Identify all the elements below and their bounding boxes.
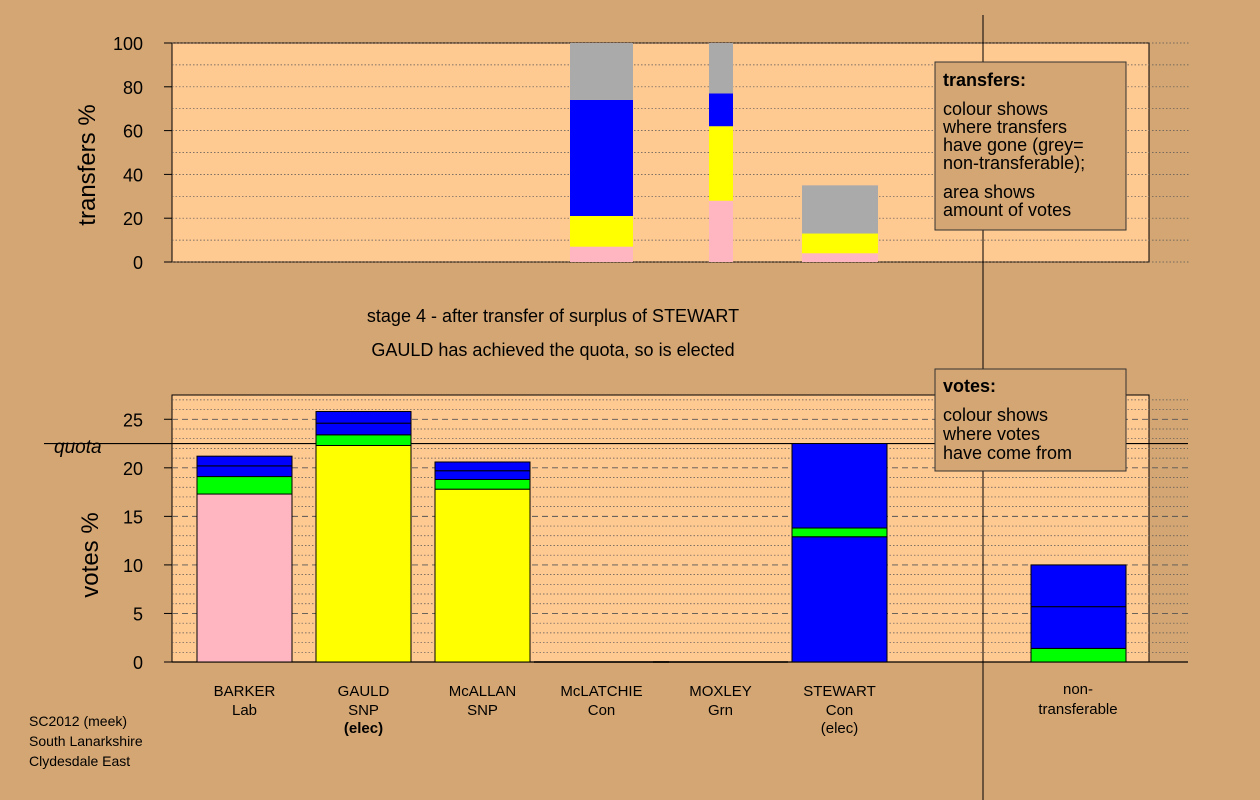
transfer-bar-segment: [709, 200, 733, 262]
transfers-legend-line: where transfers: [942, 117, 1067, 137]
transfer-bar-segment: [570, 99, 633, 217]
quota-label: quota: [54, 437, 102, 458]
votes-bars: [196, 411, 1127, 663]
vote-bar-segment: [196, 476, 293, 495]
transfer-bar-segment: [570, 246, 633, 262]
vote-bar-segment: [196, 493, 293, 663]
transfer-bar-segment: [802, 233, 878, 254]
nontransferable-bar-segment: [1030, 606, 1127, 649]
nontransferable-label: transferable: [1038, 701, 1117, 718]
transfer-bar-segment: [802, 185, 878, 234]
candidate-status: (elec): [821, 720, 859, 737]
vote-bar-segment: [315, 411, 412, 424]
y-tick-label: 10: [123, 556, 143, 576]
candidate-party: Con: [588, 702, 616, 719]
transfers-y-axis-label: transfers %: [74, 104, 101, 225]
candidate-name: STEWART: [803, 683, 876, 700]
transfers-legend-title: transfers:: [943, 70, 1026, 90]
vote-bar-segment: [791, 536, 888, 663]
vote-bar-segment: [434, 470, 531, 480]
vote-bar-segment: [791, 527, 888, 538]
candidate-name: GAULD: [338, 683, 390, 700]
transfer-bar-segment: [802, 253, 878, 262]
votes-legend-box: votes: colour shows where votes have com…: [934, 368, 1127, 472]
y-tick-label: 20: [123, 459, 143, 479]
y-tick-label: 60: [123, 122, 143, 142]
candidate-name: BARKER: [214, 683, 276, 700]
candidate-labels: BARKERLabGAULDSNP(elec)McALLANSNPMcLATCH…: [214, 681, 1118, 737]
y-tick-label: 100: [113, 34, 143, 54]
nontransferable-label: non-: [1063, 681, 1093, 698]
transfer-bar-segment: [709, 93, 733, 127]
transfer-bar-segment: [570, 43, 633, 100]
vote-bar-segment: [196, 455, 293, 467]
footer-line: Clydesdale East: [29, 753, 130, 769]
transfers-legend-box: transfers: colour shows where transfers …: [934, 61, 1127, 231]
y-tick-label: 80: [123, 78, 143, 98]
y-tick-label: 25: [123, 410, 143, 430]
elected-description: GAULD has achieved the quota, so is elec…: [371, 340, 734, 360]
transfers-legend-line: amount of votes: [943, 200, 1071, 220]
candidate-party: Grn: [708, 702, 733, 719]
nontransferable-bar-segment: [1030, 564, 1127, 608]
candidate-name: McLATCHIE: [560, 683, 642, 700]
footer-line: SC2012 (meek): [29, 713, 127, 729]
transfers-legend-line: colour shows: [943, 99, 1048, 119]
candidate-party: Con: [826, 702, 854, 719]
vote-bar-segment: [315, 444, 412, 663]
votes-legend-line: colour shows: [943, 405, 1048, 425]
vote-bar-segment: [791, 443, 888, 529]
candidate-name: MOXLEY: [689, 683, 752, 700]
footer-line: South Lanarkshire: [29, 733, 143, 749]
vote-bar-segment: [434, 461, 531, 472]
y-tick-label: 0: [133, 653, 143, 673]
vote-bar-segment: [196, 465, 293, 478]
transfers-legend-line: have gone (grey=: [943, 135, 1084, 155]
votes-legend-line: where votes: [942, 424, 1040, 444]
transfer-bar-segment: [709, 43, 733, 94]
vote-bar-segment: [315, 434, 412, 446]
y-tick-label: 0: [133, 253, 143, 273]
transfer-bar-segment: [709, 126, 733, 201]
votes-y-axis-label: votes %: [77, 512, 104, 597]
y-tick-label: 15: [123, 507, 143, 527]
transfers-legend-line: area shows: [943, 182, 1035, 202]
candidate-party: SNP: [467, 702, 498, 719]
y-tick-label: 40: [123, 165, 143, 185]
votes-legend-title: votes:: [943, 376, 996, 396]
transfer-bar-segment: [570, 216, 633, 247]
transfers-y-axis: 0 20 40 60 80 100: [113, 34, 172, 273]
stage-description: stage 4 - after transfer of surplus of S…: [367, 306, 739, 326]
candidate-party: Lab: [232, 702, 257, 719]
vote-bar-segment: [434, 478, 531, 490]
candidate-status: (elec): [344, 720, 383, 737]
transfers-bars: [570, 43, 878, 262]
candidate-party: SNP: [348, 702, 379, 719]
vote-bar-segment: [315, 422, 412, 436]
y-tick-label: 5: [133, 604, 143, 624]
candidate-name: McALLAN: [449, 683, 517, 700]
y-tick-label: 20: [123, 209, 143, 229]
votes-legend-line: have come from: [943, 443, 1072, 463]
vote-bar-segment: [434, 488, 531, 663]
votes-y-axis: 0 5 10 15 20 25: [123, 410, 172, 673]
transfers-legend-line: non-transferable);: [943, 153, 1085, 173]
nontransferable-bar-segment: [1030, 647, 1127, 663]
